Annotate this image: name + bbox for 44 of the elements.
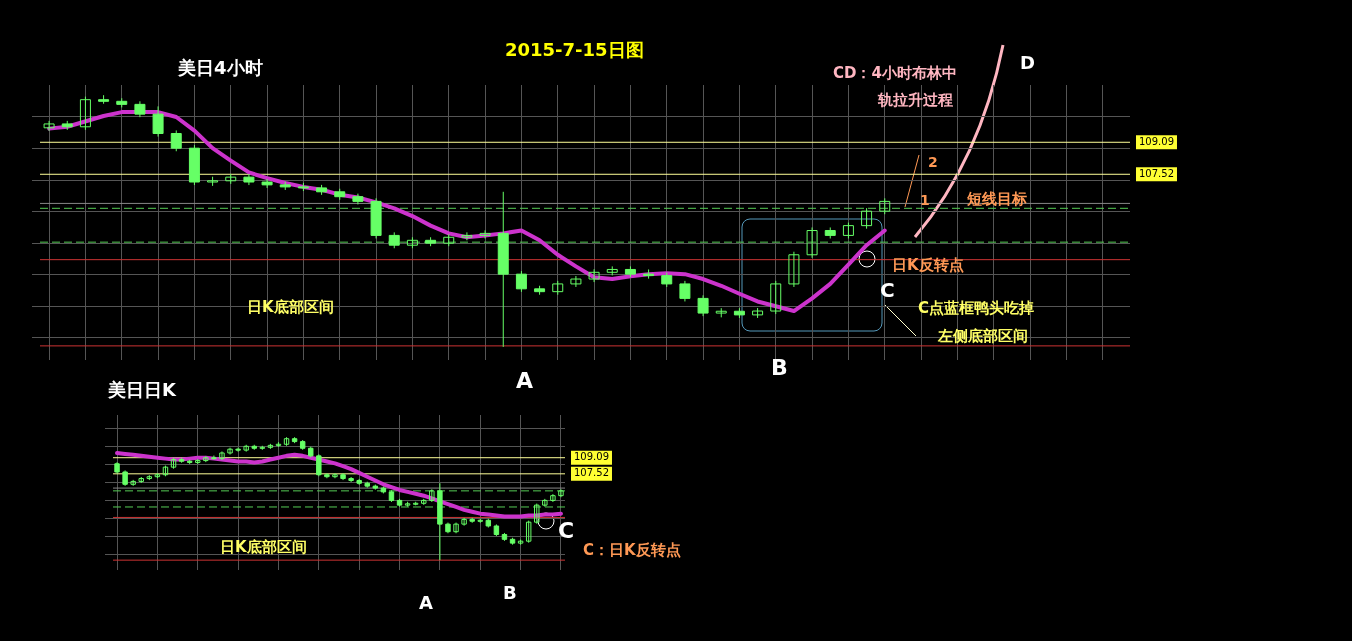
annotation: 日K底部区间: [220, 538, 307, 557]
annotation: C点蓝框鸭头吃掉: [918, 299, 1035, 318]
text: A: [516, 368, 534, 393]
candlestick: [861, 207, 873, 230]
chart-title: 2015-7-15日图: [505, 38, 644, 62]
annotation: 日K底部区间: [247, 298, 334, 317]
candlestick: [219, 450, 225, 461]
text: D: [1020, 52, 1035, 73]
candlestick: [588, 268, 600, 283]
ref-line-label: 107.52: [1139, 167, 1174, 179]
candlestick: [570, 275, 582, 288]
ref-line-label: 107.52: [574, 467, 609, 479]
candlestick: [558, 488, 564, 498]
text: C：日K反转点: [583, 541, 681, 560]
annotation: 2: [928, 154, 938, 170]
candlestick: [788, 251, 800, 288]
annotation: 短线目标: [967, 190, 1027, 209]
candlestick: [806, 226, 818, 259]
annotation: 1: [920, 192, 930, 208]
candlestick: [453, 522, 459, 534]
ref-line-label: 109.09: [574, 451, 609, 463]
candlestick: [332, 472, 338, 479]
candlestick: [79, 96, 91, 131]
annotation: C: [558, 518, 575, 543]
candlestick: [227, 447, 233, 456]
text: B: [503, 582, 517, 603]
candlestick: [461, 231, 473, 241]
candlestick: [525, 520, 532, 544]
text: CD：4小时布林中: [833, 64, 957, 83]
text: B: [771, 355, 788, 380]
candlestick: [479, 229, 491, 239]
annotation: C: [880, 278, 895, 302]
candlestick: [534, 503, 540, 525]
text: A: [419, 592, 433, 613]
candlestick: [770, 280, 782, 315]
chart-title: 美日日K: [108, 378, 176, 402]
annotation: 左侧底部区间: [938, 327, 1028, 346]
annotation: 日K反转点: [892, 256, 964, 275]
ref-line-label: 109.09: [1139, 135, 1174, 147]
annotation: 轨拉升过程: [878, 91, 953, 110]
candlestick: [550, 493, 556, 503]
chart-subtitle: 美日4小时: [178, 56, 263, 80]
candlestick: [461, 517, 467, 527]
candlestick: [43, 120, 55, 132]
